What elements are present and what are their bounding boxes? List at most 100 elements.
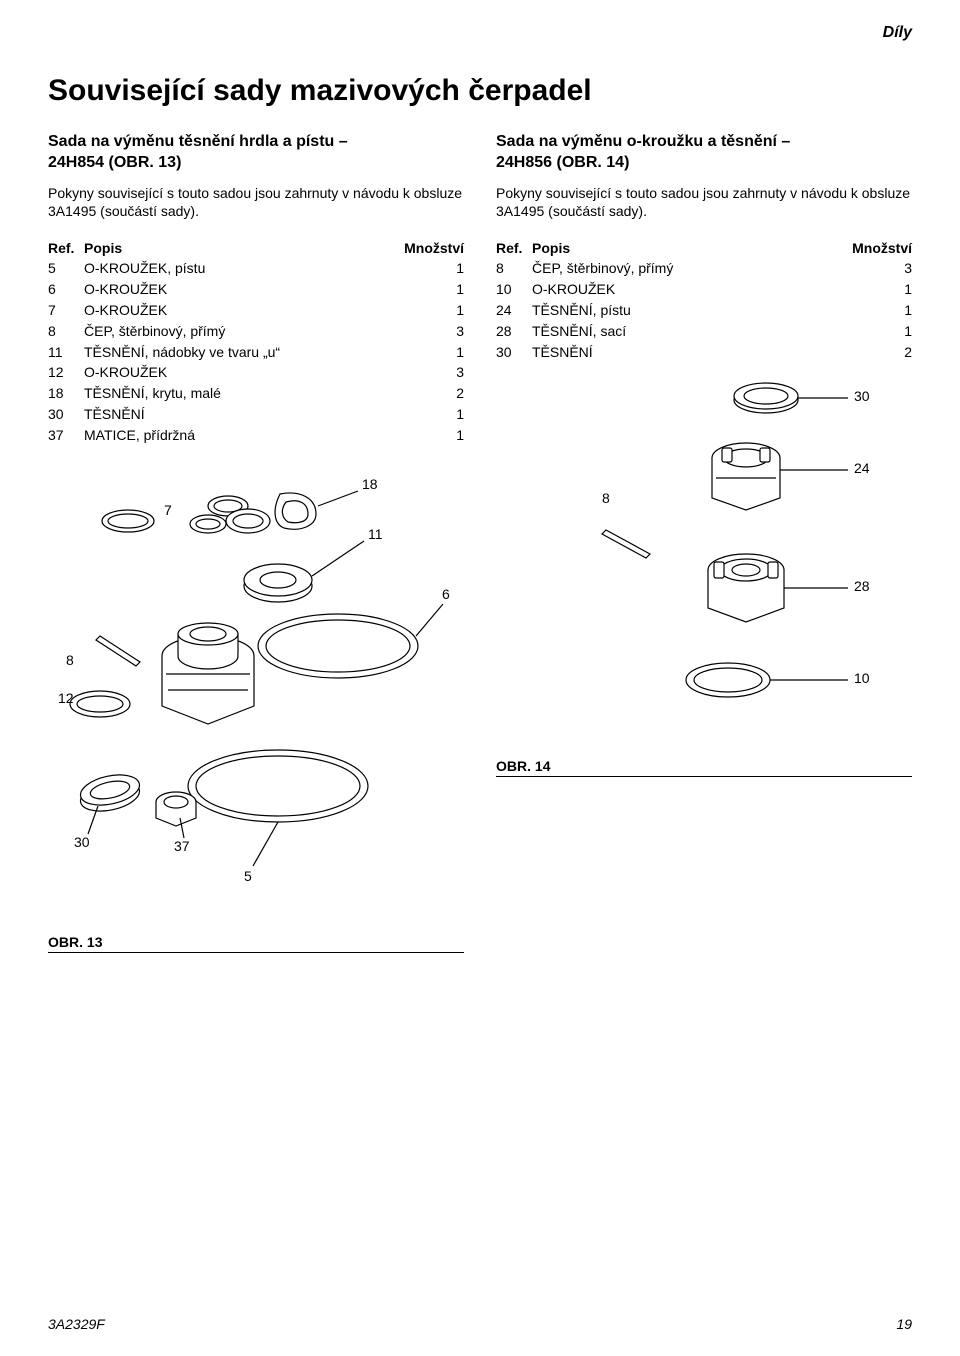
content-columns: Sada na výměnu těsnění hrdla a pístu – 2… bbox=[48, 132, 912, 953]
th-ref: Ref. bbox=[496, 238, 532, 258]
cell-qty: 1 bbox=[375, 279, 464, 300]
cell-qty: 2 bbox=[375, 383, 464, 404]
cell-qty: 3 bbox=[375, 321, 464, 342]
left-subtitle-line1: Sada na výměnu těsnění hrdla a pístu – bbox=[48, 133, 348, 150]
cell-desc: TĚSNĚNÍ bbox=[84, 404, 375, 425]
cell-qty: 3 bbox=[799, 258, 912, 279]
table-row: 12O-KROUŽEK3 bbox=[48, 362, 464, 383]
right-parts-table: Ref. Popis Množství 8ČEP, štěrbinový, př… bbox=[496, 238, 912, 362]
th-qty: Množství bbox=[799, 238, 912, 258]
table-row: 8ČEP, štěrbinový, přímý3 bbox=[496, 258, 912, 279]
left-parts-table: Ref. Popis Množství 5O-KROUŽEK, pístu1 6… bbox=[48, 238, 464, 446]
table-row: 10O-KROUŽEK1 bbox=[496, 279, 912, 300]
cell-qty: 1 bbox=[375, 300, 464, 321]
cell-desc: ČEP, štěrbinový, přímý bbox=[532, 258, 799, 279]
cell-qty: 3 bbox=[375, 362, 464, 383]
cell-ref: 8 bbox=[48, 321, 84, 342]
th-qty: Množství bbox=[375, 238, 464, 258]
cell-qty: 1 bbox=[799, 300, 912, 321]
cell-desc: TĚSNĚNÍ, sací bbox=[532, 321, 799, 342]
table-header-row: Ref. Popis Množství bbox=[48, 238, 464, 258]
table-row: 30TĚSNĚNÍ1 bbox=[48, 404, 464, 425]
th-desc: Popis bbox=[532, 238, 799, 258]
callout-11: 11 bbox=[368, 526, 383, 542]
cell-ref: 18 bbox=[48, 383, 84, 404]
callout-24: 24 bbox=[854, 460, 870, 476]
callout-12: 12 bbox=[58, 690, 74, 706]
cell-ref: 11 bbox=[48, 342, 84, 363]
cell-desc: TĚSNĚNÍ, pístu bbox=[532, 300, 799, 321]
cell-desc: TĚSNĚNÍ bbox=[532, 342, 799, 363]
cell-ref: 24 bbox=[496, 300, 532, 321]
callout-28: 28 bbox=[854, 578, 870, 594]
right-subtitle-line2-post: . 14) bbox=[597, 154, 629, 171]
callout-7: 7 bbox=[164, 502, 172, 518]
cell-desc: MATICE, přídržná bbox=[84, 425, 375, 446]
left-figure-rule bbox=[48, 952, 464, 953]
cell-ref: 5 bbox=[48, 258, 84, 279]
table-row: 8ČEP, štěrbinový, přímý3 bbox=[48, 321, 464, 342]
cell-desc: O-KROUŽEK bbox=[532, 279, 799, 300]
right-subtitle-line2-sc: BR bbox=[574, 154, 597, 171]
cell-qty: 1 bbox=[799, 321, 912, 342]
left-column: Sada na výměnu těsnění hrdla a pístu – 2… bbox=[48, 132, 464, 953]
cell-qty: 1 bbox=[375, 258, 464, 279]
main-title: Související sady mazivových čerpadel bbox=[48, 74, 912, 108]
left-diagram-svg bbox=[48, 466, 468, 926]
left-diagram: 7 18 11 6 8 12 30 37 5 bbox=[48, 466, 464, 926]
footer-doc-id: 3A2329F bbox=[48, 1316, 105, 1332]
cell-qty: 1 bbox=[799, 279, 912, 300]
callout-30: 30 bbox=[74, 834, 90, 850]
cell-qty: 1 bbox=[375, 425, 464, 446]
cell-ref: 10 bbox=[496, 279, 532, 300]
callout-8: 8 bbox=[602, 490, 610, 506]
callout-5: 5 bbox=[244, 868, 252, 884]
cell-ref: 12 bbox=[48, 362, 84, 383]
table-row: 24TĚSNĚNÍ, pístu1 bbox=[496, 300, 912, 321]
cell-desc: TĚSNĚNÍ, nádobky ve tvaru „u“ bbox=[84, 342, 375, 363]
cell-desc: O-KROUŽEK, pístu bbox=[84, 258, 375, 279]
fig-sc: BR bbox=[507, 758, 527, 774]
right-intro: Pokyny související s touto sadou jsou za… bbox=[496, 184, 912, 220]
footer-page-number: 19 bbox=[896, 1316, 912, 1332]
left-figure-label: OBR. 13 bbox=[48, 934, 464, 950]
cell-ref: 30 bbox=[496, 342, 532, 363]
th-desc: Popis bbox=[84, 238, 375, 258]
page-section-heading: Díly bbox=[883, 24, 912, 42]
callout-37: 37 bbox=[174, 838, 190, 854]
cell-ref: 6 bbox=[48, 279, 84, 300]
cell-ref: 7 bbox=[48, 300, 84, 321]
left-subtitle-line2-sc: BR bbox=[126, 154, 149, 171]
left-intro: Pokyny související s touto sadou jsou za… bbox=[48, 184, 464, 220]
callout-8: 8 bbox=[66, 652, 74, 668]
right-figure-label: OBR. 14 bbox=[496, 758, 912, 774]
callout-18: 18 bbox=[362, 476, 378, 492]
callout-6: 6 bbox=[442, 586, 450, 602]
cell-desc: O-KROUŽEK bbox=[84, 300, 375, 321]
cell-ref: 8 bbox=[496, 258, 532, 279]
right-diagram-svg bbox=[496, 370, 916, 750]
cell-desc: TĚSNĚNÍ, krytu, malé bbox=[84, 383, 375, 404]
left-subtitle: Sada na výměnu těsnění hrdla a pístu – 2… bbox=[48, 132, 464, 174]
cell-desc: O-KROUŽEK bbox=[84, 279, 375, 300]
table-row: 5O-KROUŽEK, pístu1 bbox=[48, 258, 464, 279]
table-row: 11TĚSNĚNÍ, nádobky ve tvaru „u“1 bbox=[48, 342, 464, 363]
right-subtitle-line2-pre: 24H856 (O bbox=[496, 154, 574, 171]
cell-ref: 30 bbox=[48, 404, 84, 425]
fig-pre: O bbox=[496, 758, 507, 774]
fig-pre: O bbox=[48, 934, 59, 950]
fig-post: . 14 bbox=[527, 758, 550, 774]
table-row: 18TĚSNĚNÍ, krytu, malé2 bbox=[48, 383, 464, 404]
callout-30: 30 bbox=[854, 388, 870, 404]
table-row: 6O-KROUŽEK1 bbox=[48, 279, 464, 300]
right-column: Sada na výměnu o-kroužku a těsnění – 24H… bbox=[496, 132, 912, 953]
table-row: 28TĚSNĚNÍ, sací1 bbox=[496, 321, 912, 342]
right-diagram: 30 24 8 28 10 bbox=[496, 370, 912, 750]
left-subtitle-line2-post: . 13) bbox=[149, 154, 181, 171]
fig-post: . 13 bbox=[79, 934, 102, 950]
cell-qty: 2 bbox=[799, 342, 912, 363]
right-subtitle: Sada na výměnu o-kroužku a těsnění – 24H… bbox=[496, 132, 912, 174]
th-ref: Ref. bbox=[48, 238, 84, 258]
cell-ref: 37 bbox=[48, 425, 84, 446]
right-subtitle-line1: Sada na výměnu o-kroužku a těsnění – bbox=[496, 133, 790, 150]
